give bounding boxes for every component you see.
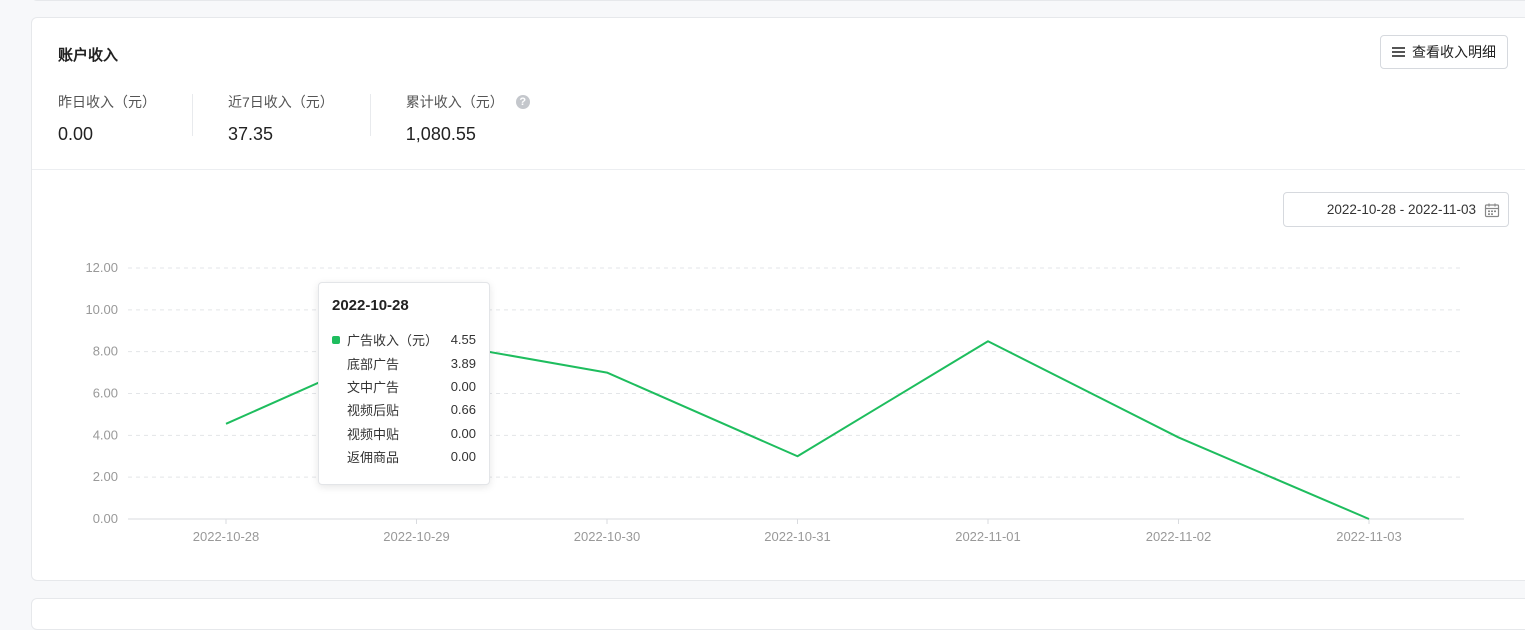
y-tick-label: 4.00 — [93, 427, 118, 442]
x-axis-ticks: 2022-10-28 2022-10-29 2022-10-30 2022-10-31… — [193, 519, 1402, 544]
x-tick-label: 2022-11-03 — [1336, 529, 1402, 544]
tooltip-row-value: 0.00 — [451, 426, 476, 441]
x-tick-label: 2022-11-02 — [1146, 529, 1212, 544]
tooltip-row-value: 0.00 — [451, 379, 476, 394]
y-tick-label: 0.00 — [93, 511, 118, 526]
tooltip-row: 视频中贴 0.00 — [332, 422, 476, 445]
previous-card-edge — [31, 0, 1525, 1]
tooltip-row-value: 3.89 — [451, 356, 476, 371]
x-tick-label: 2022-10-30 — [574, 529, 641, 544]
tooltip-row: 视频后贴 0.66 — [332, 398, 476, 421]
income-line-chart[interactable]: 0.00 2.00 4.00 6.00 8.00 10.00 12.00 2022-10-2… — [32, 18, 1525, 580]
tooltip-row: 返佣商品 0.00 — [332, 445, 476, 468]
chart-tooltip: 2022-10-28 广告收入（元） 4.55 底部广告 3.89 文中广告 0… — [318, 282, 490, 485]
x-tick-label: 2022-10-31 — [764, 529, 831, 544]
tooltip-row-name: 文中广告 — [347, 377, 451, 396]
y-tick-label: 2.00 — [93, 469, 118, 484]
tooltip-row-name: 底部广告 — [347, 354, 451, 373]
tooltip-row: 底部广告 3.89 — [332, 351, 476, 374]
tooltip-row: 广告收入（元） 4.55 — [332, 328, 476, 351]
next-card-edge — [31, 598, 1525, 630]
y-tick-label: 12.00 — [85, 260, 118, 275]
tooltip-row-name: 视频中贴 — [347, 424, 451, 443]
y-tick-label: 6.00 — [93, 386, 118, 401]
account-income-card: 账户收入 查看收入明细 昨日收入（元） 0.00 近7日收入（元） 37.35 … — [31, 17, 1525, 581]
x-tick-label: 2022-11-01 — [955, 529, 1021, 544]
y-tick-label: 10.00 — [85, 302, 118, 317]
tooltip-row-name: 返佣商品 — [347, 447, 451, 466]
y-tick-label: 8.00 — [93, 344, 118, 359]
x-tick-label: 2022-10-28 — [193, 529, 260, 544]
y-axis-ticks: 0.00 2.00 4.00 6.00 8.00 10.00 12.00 — [85, 260, 118, 526]
tooltip-title: 2022-10-28 — [332, 297, 476, 314]
tooltip-row-value: 0.66 — [451, 402, 476, 417]
tooltip-row-value: 0.00 — [451, 449, 476, 464]
tooltip-row: 文中广告 0.00 — [332, 375, 476, 398]
x-tick-label: 2022-10-29 — [383, 529, 450, 544]
tooltip-row-name: 视频后贴 — [347, 400, 451, 419]
tooltip-row-value: 4.55 — [451, 332, 476, 347]
tooltip-row-name: 广告收入（元） — [347, 330, 451, 349]
series-marker — [332, 336, 340, 344]
